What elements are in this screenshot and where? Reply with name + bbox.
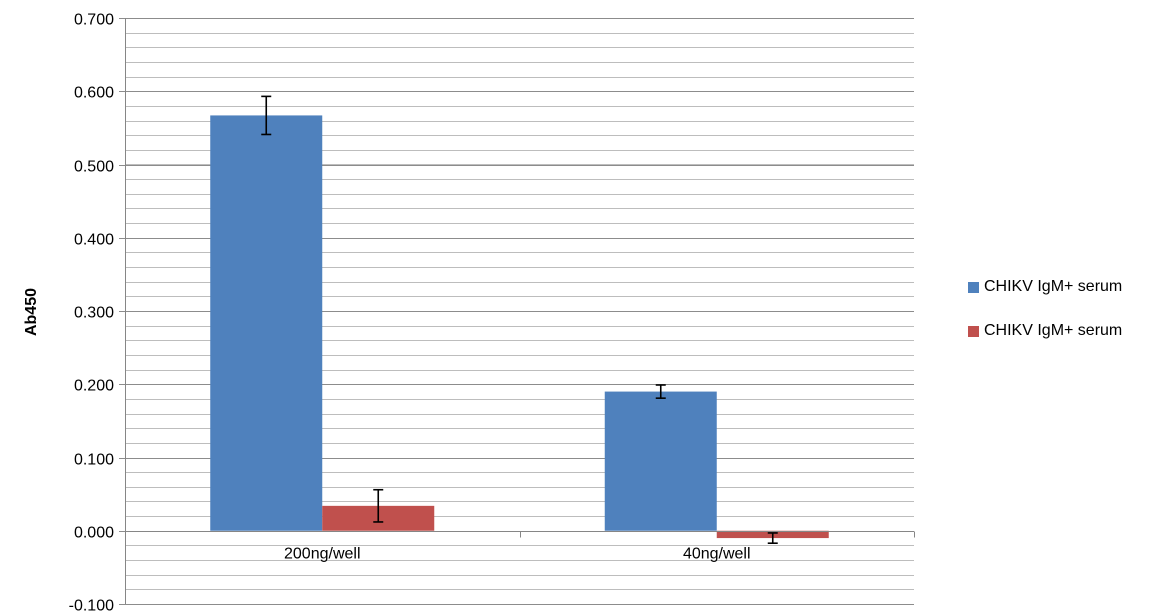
error-bars [261, 95, 778, 545]
y-tick-label: 0.100 [74, 452, 114, 469]
y-tick-label: -0.100 [69, 598, 114, 615]
legend: CHIKV IgM+ serum CHIKV IgM+ serum [968, 277, 1122, 365]
legend-item-series-2: CHIKV IgM+ serum [968, 321, 1122, 341]
axes [125, 18, 915, 604]
x-category-label: 200ng/well [284, 546, 361, 563]
legend-swatch-series-1 [968, 281, 979, 293]
bar-series-1 [604, 391, 717, 531]
legend-swatch-series-2 [968, 325, 979, 337]
bar-series-1 [210, 115, 323, 531]
y-tick-label: 0.700 [74, 12, 114, 29]
y-tick-label: 0.400 [74, 232, 114, 249]
x-category-labels: 200ng/well 40ng/well [284, 546, 751, 563]
bars [210, 115, 829, 539]
legend-item-series-1: CHIKV IgM+ serum [968, 277, 1122, 297]
y-tick-label: 0.300 [74, 305, 114, 322]
y-tick-labels: 0.700 0.600 0.500 0.400 0.300 0.200 0.100 0.000… [69, 12, 114, 615]
y-tick-label: 0.200 [74, 378, 114, 395]
y-axis-label: Ab450 [23, 288, 40, 336]
y-tick-label: 0.000 [74, 525, 114, 542]
y-tick-label: 0.600 [74, 85, 114, 102]
legend-label-series-2: CHIKV IgM+ serum [984, 322, 1123, 339]
x-category-label: 40ng/well [683, 546, 751, 563]
y-tick-label: 0.500 [74, 159, 114, 176]
legend-label-series-1: CHIKV IgM+ serum [984, 278, 1123, 295]
